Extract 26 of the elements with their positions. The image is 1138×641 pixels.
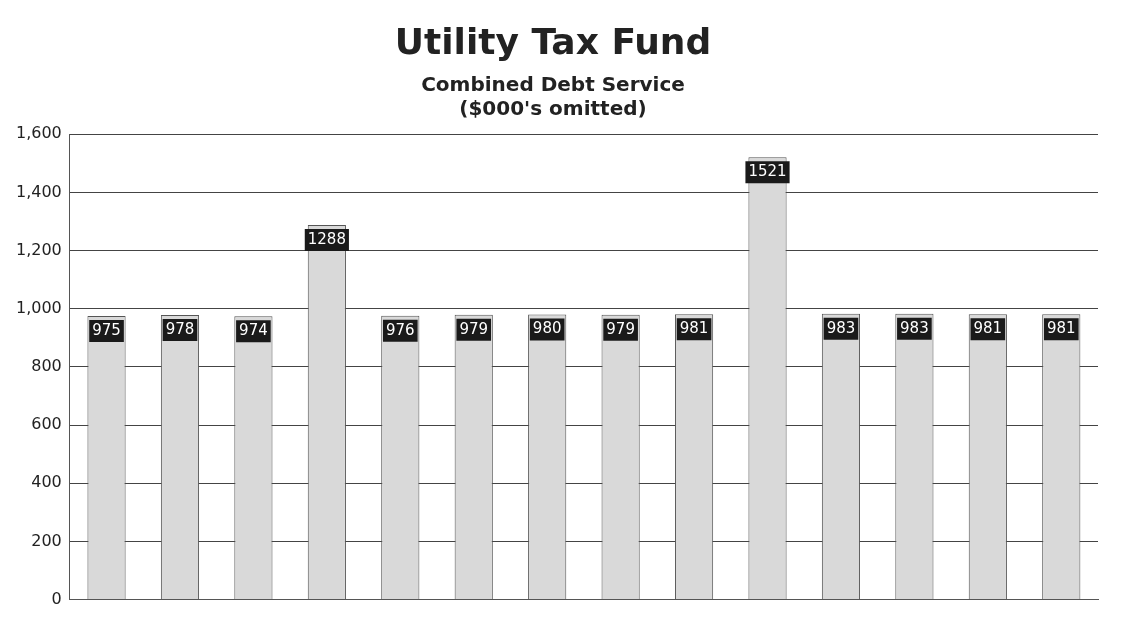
data-label: 979 [606, 319, 635, 338]
data-label: 979 [459, 319, 489, 338]
chart-title: Utility Tax Fund [394, 20, 712, 62]
data-label: 975 [92, 320, 121, 339]
data-label: 981 [679, 319, 709, 338]
data-label: 983 [900, 318, 929, 337]
y-tick-label: 400 [31, 472, 62, 492]
data-label: 974 [239, 321, 268, 340]
text: ($000's omitted) [459, 96, 647, 121]
y-tick-label: 600 [31, 414, 62, 434]
y-tick-label: 1,000 [15, 297, 62, 317]
y-tick-label: 1,200 [15, 239, 62, 259]
data-label: 981 [973, 319, 1003, 338]
y-tick-label: 1,400 [15, 181, 62, 201]
data-label: 978 [165, 320, 195, 339]
y-tick-label: 200 [31, 530, 62, 550]
chart-subtitle: Combined Debt Service [421, 72, 685, 97]
y-tick-label: 0 [51, 588, 62, 608]
data-label: 1288 [307, 229, 346, 248]
data-label: 976 [385, 320, 415, 339]
data-label: 981 [1046, 319, 1076, 338]
y-tick-label: 1,600 [15, 123, 62, 143]
data-label: 1521 [748, 162, 787, 181]
y-tick-label: 800 [31, 356, 62, 376]
data-label: 980 [532, 319, 562, 338]
data-label: 983 [826, 318, 856, 337]
